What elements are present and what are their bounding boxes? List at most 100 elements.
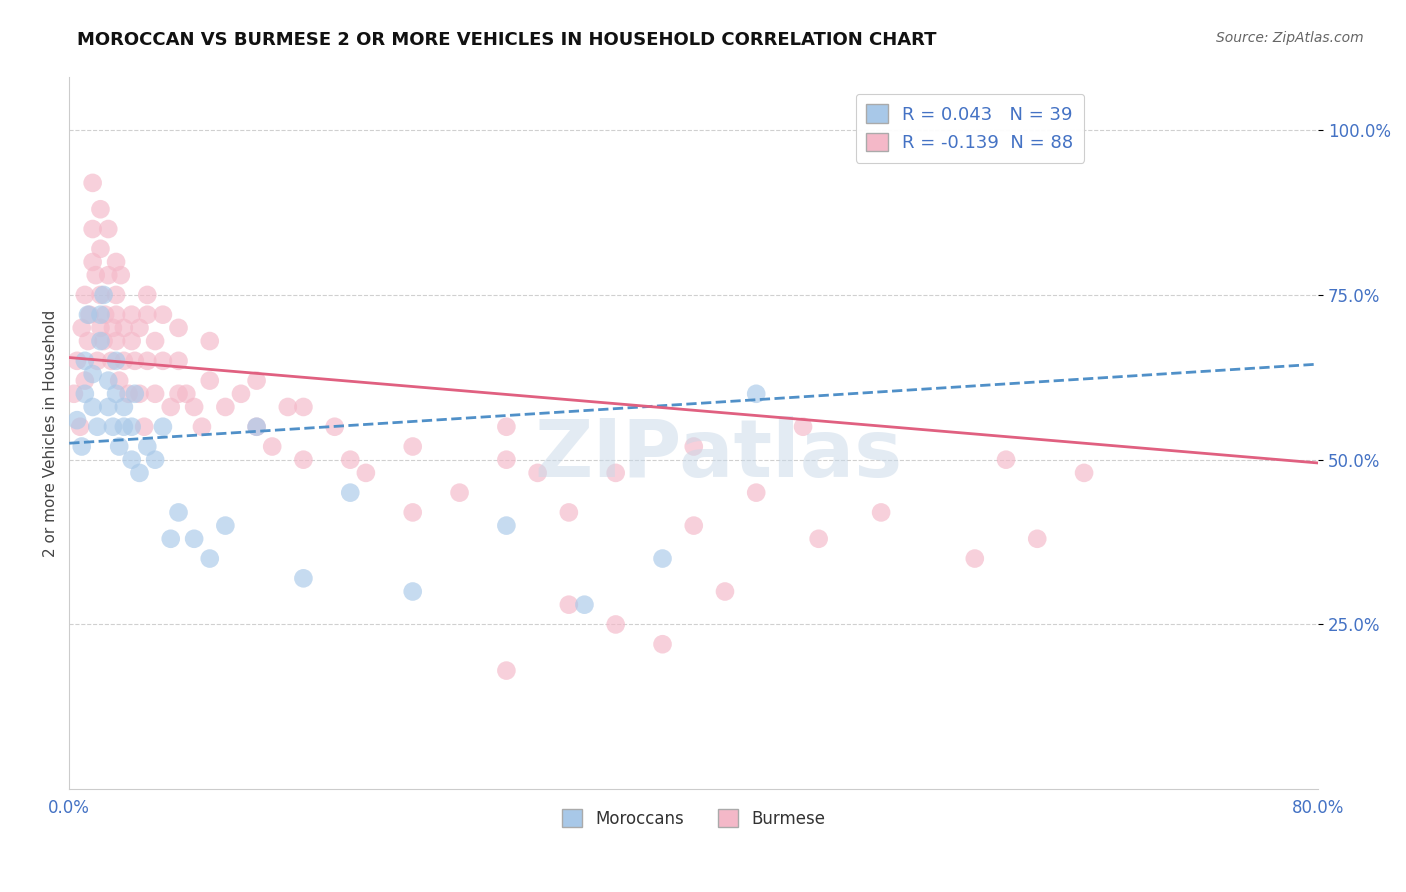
Point (198, 334, 221, 348)
Point (89, 202, 111, 217)
Point (682, 440, 704, 454)
Point (97, 222, 120, 236)
Point (112, 419, 135, 434)
Point (159, 532, 181, 546)
Point (526, 466, 548, 480)
Point (745, 386, 768, 401)
Point (89, 288, 111, 302)
Point (97, 268, 120, 282)
Point (112, 321, 135, 335)
Point (77, 334, 100, 348)
Point (495, 664, 517, 678)
Point (745, 485, 768, 500)
Point (121, 419, 143, 434)
Point (152, 308, 174, 322)
Point (128, 321, 150, 335)
Point (245, 374, 267, 388)
Point (495, 452, 517, 467)
Point (66, 354, 89, 368)
Point (89, 242, 111, 256)
Point (105, 308, 128, 322)
Point (807, 532, 830, 546)
Point (93, 334, 115, 348)
Point (714, 584, 737, 599)
Point (66, 413, 89, 427)
Point (354, 466, 377, 480)
Point (449, 485, 471, 500)
Point (143, 386, 166, 401)
Point (73, 354, 96, 368)
Text: Source: ZipAtlas.com: Source: ZipAtlas.com (1216, 31, 1364, 45)
Point (152, 354, 174, 368)
Point (159, 400, 181, 414)
Point (605, 617, 627, 632)
Point (79, 308, 101, 322)
Point (558, 598, 581, 612)
Point (84, 268, 107, 282)
Point (121, 334, 143, 348)
Point (70, 440, 93, 454)
Point (292, 452, 315, 467)
Point (101, 321, 124, 335)
Point (229, 386, 252, 401)
Point (97, 374, 120, 388)
Point (136, 440, 159, 454)
Point (89, 308, 111, 322)
Point (105, 334, 128, 348)
Point (136, 354, 159, 368)
Point (70, 321, 93, 335)
Point (402, 584, 425, 599)
Point (214, 400, 236, 414)
Point (558, 505, 581, 519)
Point (86, 419, 108, 434)
Point (105, 288, 128, 302)
Point (292, 571, 315, 585)
Point (77, 308, 100, 322)
Point (495, 518, 517, 533)
Point (277, 400, 299, 414)
Point (183, 532, 205, 546)
Point (574, 598, 596, 612)
Point (124, 354, 146, 368)
Point (682, 518, 704, 533)
Point (262, 440, 284, 454)
Point (73, 288, 96, 302)
Point (82, 255, 104, 269)
Point (101, 419, 124, 434)
Point (167, 354, 190, 368)
Text: ZIPatlas: ZIPatlas (534, 416, 903, 493)
Point (143, 334, 166, 348)
Point (117, 386, 139, 401)
Point (108, 374, 131, 388)
Text: MOROCCAN VS BURMESE 2 OR MORE VEHICLES IN HOUSEHOLD CORRELATION CHART: MOROCCAN VS BURMESE 2 OR MORE VEHICLES I… (77, 31, 936, 49)
Point (82, 222, 104, 236)
Point (108, 440, 131, 454)
Point (651, 551, 673, 566)
Point (112, 400, 135, 414)
Point (73, 374, 96, 388)
Point (191, 419, 214, 434)
Point (136, 288, 159, 302)
Point (105, 255, 128, 269)
Legend: Moroccans, Burmese: Moroccans, Burmese (555, 803, 832, 834)
Point (89, 334, 111, 348)
Point (82, 400, 104, 414)
Point (121, 452, 143, 467)
Point (110, 268, 132, 282)
Point (167, 505, 190, 519)
Point (94, 308, 117, 322)
Point (134, 419, 156, 434)
Point (73, 386, 96, 401)
Point (245, 419, 267, 434)
Point (143, 452, 166, 467)
Point (112, 354, 135, 368)
Point (198, 374, 221, 388)
Point (1026, 532, 1049, 546)
Point (495, 419, 517, 434)
Point (63, 386, 86, 401)
Point (214, 518, 236, 533)
Point (198, 551, 221, 566)
Point (963, 551, 986, 566)
Point (292, 400, 315, 414)
Point (86, 354, 108, 368)
